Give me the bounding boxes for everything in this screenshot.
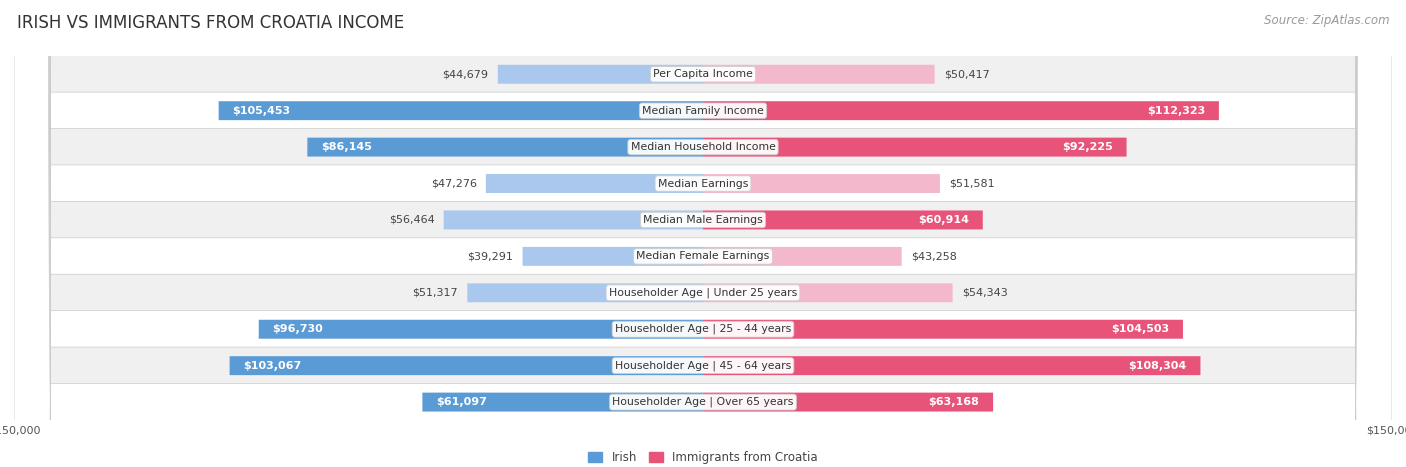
FancyBboxPatch shape [703, 101, 1219, 120]
Text: $56,464: $56,464 [388, 215, 434, 225]
Text: $104,503: $104,503 [1111, 324, 1170, 334]
Text: Householder Age | Over 65 years: Householder Age | Over 65 years [612, 397, 794, 407]
Text: Householder Age | Under 25 years: Householder Age | Under 25 years [609, 288, 797, 298]
FancyBboxPatch shape [14, 0, 1392, 467]
Text: Median Male Earnings: Median Male Earnings [643, 215, 763, 225]
FancyBboxPatch shape [703, 393, 993, 411]
FancyBboxPatch shape [703, 138, 1126, 156]
FancyBboxPatch shape [467, 283, 703, 302]
FancyBboxPatch shape [14, 0, 1392, 467]
Text: $96,730: $96,730 [273, 324, 323, 334]
Text: Householder Age | 45 - 64 years: Householder Age | 45 - 64 years [614, 361, 792, 371]
Text: $108,304: $108,304 [1129, 361, 1187, 371]
Text: $50,417: $50,417 [943, 69, 990, 79]
Text: $39,291: $39,291 [467, 251, 513, 262]
FancyBboxPatch shape [14, 0, 1392, 467]
FancyBboxPatch shape [14, 0, 1392, 467]
FancyBboxPatch shape [523, 247, 703, 266]
Text: Median Female Earnings: Median Female Earnings [637, 251, 769, 262]
Legend: Irish, Immigrants from Croatia: Irish, Immigrants from Croatia [583, 446, 823, 467]
FancyBboxPatch shape [703, 211, 983, 229]
Text: $43,258: $43,258 [911, 251, 956, 262]
FancyBboxPatch shape [14, 0, 1392, 467]
FancyBboxPatch shape [229, 356, 703, 375]
Text: $51,317: $51,317 [412, 288, 458, 298]
Text: Median Earnings: Median Earnings [658, 178, 748, 189]
FancyBboxPatch shape [703, 283, 953, 302]
FancyBboxPatch shape [444, 211, 703, 229]
Text: $86,145: $86,145 [321, 142, 373, 152]
Text: $60,914: $60,914 [918, 215, 969, 225]
FancyBboxPatch shape [14, 0, 1392, 467]
FancyBboxPatch shape [486, 174, 703, 193]
FancyBboxPatch shape [308, 138, 703, 156]
Text: $47,276: $47,276 [430, 178, 477, 189]
Text: $44,679: $44,679 [443, 69, 489, 79]
FancyBboxPatch shape [219, 101, 703, 120]
Text: $103,067: $103,067 [243, 361, 302, 371]
Text: IRISH VS IMMIGRANTS FROM CROATIA INCOME: IRISH VS IMMIGRANTS FROM CROATIA INCOME [17, 14, 404, 32]
FancyBboxPatch shape [422, 393, 703, 411]
Text: Per Capita Income: Per Capita Income [652, 69, 754, 79]
Text: $54,343: $54,343 [962, 288, 1008, 298]
FancyBboxPatch shape [14, 0, 1392, 467]
FancyBboxPatch shape [259, 320, 703, 339]
FancyBboxPatch shape [703, 65, 935, 84]
FancyBboxPatch shape [14, 0, 1392, 467]
Text: Median Household Income: Median Household Income [630, 142, 776, 152]
Text: $92,225: $92,225 [1062, 142, 1112, 152]
FancyBboxPatch shape [703, 356, 1201, 375]
FancyBboxPatch shape [703, 174, 939, 193]
Text: Median Family Income: Median Family Income [643, 106, 763, 116]
FancyBboxPatch shape [498, 65, 703, 84]
Text: $105,453: $105,453 [232, 106, 291, 116]
Text: Source: ZipAtlas.com: Source: ZipAtlas.com [1264, 14, 1389, 27]
Text: $112,323: $112,323 [1147, 106, 1205, 116]
Text: $51,581: $51,581 [949, 178, 994, 189]
FancyBboxPatch shape [703, 320, 1182, 339]
Text: Householder Age | 25 - 44 years: Householder Age | 25 - 44 years [614, 324, 792, 334]
FancyBboxPatch shape [14, 0, 1392, 467]
Text: $61,097: $61,097 [436, 397, 486, 407]
FancyBboxPatch shape [14, 0, 1392, 467]
Text: $63,168: $63,168 [928, 397, 980, 407]
FancyBboxPatch shape [703, 247, 901, 266]
